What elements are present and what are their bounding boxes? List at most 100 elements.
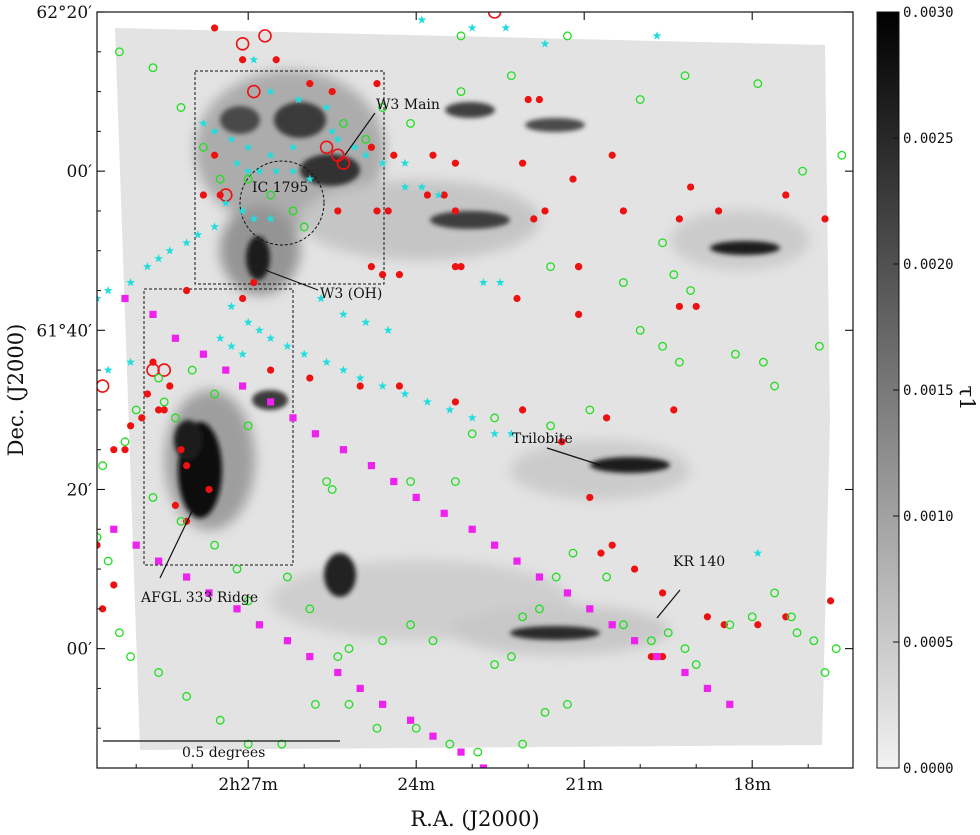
marker-s2-p17 <box>456 31 466 41</box>
marker-s2-p24 <box>686 286 696 295</box>
marker-s0-p66 <box>659 652 667 661</box>
marker-s2-p23 <box>837 150 847 160</box>
marker-s3-p63 <box>540 39 550 48</box>
colorbar-tick-label-2: 0.0010 <box>903 509 954 525</box>
marker-s1-p2 <box>247 84 261 99</box>
marker-s3-p46 <box>423 397 432 406</box>
marker-s2-p32 <box>730 349 740 359</box>
marker-s0-p79 <box>160 406 168 414</box>
marker-s4-p36 <box>356 684 364 693</box>
marker-s2-p79 <box>809 636 819 646</box>
marker-s2-p41 <box>406 477 416 486</box>
marker-s2-p47 <box>154 373 164 383</box>
marker-s3-p44 <box>378 381 387 390</box>
marker-s2-p99 <box>445 739 455 749</box>
marker-s4-p5 <box>239 382 247 390</box>
marker-s0-p56 <box>597 549 605 557</box>
colorbar-tick-label-1: 0.0005 <box>903 635 954 651</box>
marker-s3-p27 <box>193 230 203 239</box>
x-tick-label-0: 2h27m <box>218 775 278 795</box>
marker-s0-p1 <box>239 56 247 64</box>
marker-s0-p78 <box>155 406 163 414</box>
marker-s0-p54 <box>670 406 678 414</box>
marker-s3-p18 <box>255 166 264 175</box>
marker-s3-p9 <box>400 158 410 167</box>
marker-s0-p80 <box>166 382 174 390</box>
w3-region-box <box>194 70 385 285</box>
marker-s2-p63 <box>506 652 516 662</box>
marker-s3-p68 <box>126 357 135 366</box>
marker-s0-p59 <box>659 589 667 597</box>
colorbar-ticks: 0.0000 0.0005 0.0010 0.0015 0.0020 0.0025 0.00… <box>893 5 954 777</box>
x-axis-title: R.A. (J2000) <box>410 807 539 831</box>
marker-s4-p27 <box>132 541 140 549</box>
marker-s2-p68 <box>602 572 612 582</box>
marker-s2-p52 <box>210 540 220 550</box>
marker-s0-p71 <box>143 390 151 398</box>
marker-s2-p61 <box>428 636 438 646</box>
marker-s2-p42 <box>322 477 332 486</box>
marker-s3-p19 <box>271 166 281 175</box>
marker-s0-p44 <box>367 263 375 271</box>
marker-s4-p9 <box>339 446 347 454</box>
marker-s3-p34 <box>97 293 102 303</box>
marker-s2-p70 <box>646 636 656 646</box>
marker-s2-p84 <box>98 461 108 471</box>
marker-s0-p67 <box>110 446 118 454</box>
axes-layer: 2h27m 24m 21m 18m 00′ 20′ 61°40′ 00′ 62°20′ <box>36 3 853 795</box>
y-axis-title: Dec. (J2000) <box>4 324 28 457</box>
marker-s0-p38 <box>692 302 700 311</box>
annotation-ic1795: IC 1795 <box>252 180 308 196</box>
marker-s3-p62 <box>501 23 511 32</box>
marker-s4-p12 <box>412 493 420 502</box>
marker-s1-p3 <box>319 140 334 155</box>
marker-s2-p53 <box>232 564 242 574</box>
marker-s2-p94 <box>277 739 287 749</box>
y-tick-label-4: 62°20′ <box>36 3 92 23</box>
marker-s4-p16 <box>513 557 521 565</box>
marker-s4-p40 <box>457 748 465 756</box>
marker-s0-p68 <box>121 446 129 454</box>
marker-s2-p60 <box>406 620 416 630</box>
marker-s2-p0 <box>114 47 124 57</box>
marker-s2-p85 <box>88 510 96 518</box>
marker-s3-p31 <box>143 262 152 271</box>
marker-s3-p70 <box>87 374 96 382</box>
marker-s3-p11 <box>266 150 275 159</box>
marker-s3-p24 <box>249 214 259 223</box>
marker-s2-p93 <box>243 739 253 749</box>
marker-s0-p20 <box>440 191 448 199</box>
marker-s4-p35 <box>334 668 342 677</box>
marker-s3-p67 <box>238 349 247 358</box>
marker-s2-p6 <box>266 190 276 200</box>
marker-s4-p31 <box>233 605 241 613</box>
marker-s2-p10 <box>361 134 371 144</box>
marker-s3-p14 <box>210 126 219 136</box>
marker-s4-p19 <box>586 605 594 613</box>
marker-s0-p16 <box>608 151 616 159</box>
marker-s0-p9 <box>199 191 207 199</box>
marker-s3-p20 <box>288 166 298 175</box>
marker-s2-p35 <box>770 381 780 391</box>
marker-s0-p15 <box>519 159 527 167</box>
marker-s0-p82 <box>183 462 191 470</box>
marker-s2-p11 <box>378 103 388 112</box>
marker-s0-p53 <box>603 414 611 422</box>
marker-s0-p22 <box>384 207 392 215</box>
marker-s2-p12 <box>406 118 416 128</box>
marker-s3-p16 <box>232 158 242 167</box>
marker-s3-p49 <box>490 429 499 438</box>
marker-s2-p44 <box>243 421 253 431</box>
marker-s0-p81 <box>177 446 185 454</box>
marker-s3-p7 <box>361 150 371 159</box>
marker-s0-p42 <box>575 310 583 318</box>
marker-s0-p5 <box>535 95 544 104</box>
colorbar-label: τ1 <box>955 386 979 411</box>
marker-s2-p30 <box>658 341 668 351</box>
y-tick-label-0: 00′ <box>67 640 93 660</box>
marker-s0-p43 <box>513 294 521 303</box>
marker-s2-p71 <box>663 628 673 638</box>
marker-s2-p67 <box>568 548 578 558</box>
marker-s4-p30 <box>205 589 213 597</box>
marker-s2-p98 <box>411 723 421 733</box>
